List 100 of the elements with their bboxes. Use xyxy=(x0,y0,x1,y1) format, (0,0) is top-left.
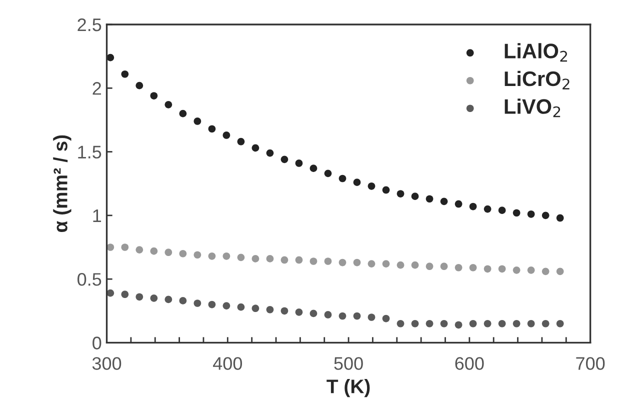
point xyxy=(310,310,318,318)
point xyxy=(498,320,506,328)
point xyxy=(440,198,448,206)
point xyxy=(338,174,346,182)
point xyxy=(426,320,434,328)
point xyxy=(324,311,332,318)
point xyxy=(194,251,202,259)
point xyxy=(440,262,448,270)
point xyxy=(194,300,202,307)
point xyxy=(136,246,144,254)
x-tick-label: 500 xyxy=(334,357,363,370)
point xyxy=(179,297,187,304)
point xyxy=(512,266,520,274)
point xyxy=(368,260,376,268)
point xyxy=(484,205,492,213)
point xyxy=(121,290,129,298)
point xyxy=(353,312,361,320)
point xyxy=(469,320,477,328)
point xyxy=(164,101,172,108)
point xyxy=(252,304,260,312)
point xyxy=(411,320,419,328)
point xyxy=(353,258,361,266)
point xyxy=(266,255,274,262)
point xyxy=(382,260,390,268)
point xyxy=(484,265,492,273)
point xyxy=(498,265,506,273)
x-tick-label: 600 xyxy=(455,357,484,370)
y-tick-label: 1 xyxy=(93,210,102,222)
point xyxy=(280,307,288,315)
point xyxy=(396,261,404,269)
point xyxy=(368,314,376,321)
y-axis-title: α (mm² / s) xyxy=(53,135,72,232)
point xyxy=(208,300,216,308)
point xyxy=(382,314,390,322)
point xyxy=(368,182,376,190)
y-tick-label: 0 xyxy=(92,336,102,350)
point xyxy=(106,289,114,297)
point xyxy=(150,294,158,302)
point xyxy=(556,268,564,276)
point xyxy=(179,110,187,118)
point xyxy=(484,320,492,328)
point xyxy=(194,118,202,125)
legend-label: LiAlO$_{2}$ xyxy=(504,43,568,62)
y-tick-label: 2 xyxy=(92,82,101,95)
point xyxy=(237,138,245,146)
point xyxy=(396,190,404,198)
point xyxy=(106,244,114,251)
legend-label: LiVO$_{2}$ xyxy=(504,98,560,118)
point xyxy=(252,255,260,262)
point xyxy=(266,306,274,314)
point xyxy=(295,160,303,167)
point xyxy=(426,195,434,203)
point xyxy=(121,70,129,78)
point xyxy=(527,320,535,328)
point xyxy=(164,248,172,256)
y-tick-label: 0.5 xyxy=(78,273,102,286)
point xyxy=(353,178,361,186)
point xyxy=(179,250,187,258)
point xyxy=(527,266,535,274)
point xyxy=(208,125,216,133)
point xyxy=(382,186,390,194)
point xyxy=(324,170,332,178)
y-tick-label: 1.5 xyxy=(78,146,102,158)
point xyxy=(454,264,462,272)
point xyxy=(469,264,477,272)
point xyxy=(556,214,564,222)
point xyxy=(324,258,332,265)
x-tick-label: 700 xyxy=(576,357,605,370)
point xyxy=(164,296,172,304)
point xyxy=(208,252,216,260)
x-tick-label: 400 xyxy=(213,357,242,370)
point xyxy=(556,320,564,328)
point xyxy=(310,164,318,172)
point xyxy=(121,244,129,251)
point xyxy=(512,320,520,328)
point xyxy=(222,302,230,310)
point xyxy=(280,156,288,164)
point xyxy=(310,258,318,265)
x-tick-label: 300 xyxy=(92,357,122,370)
point xyxy=(222,252,230,260)
point xyxy=(411,192,419,200)
point xyxy=(454,321,462,329)
point xyxy=(222,132,230,139)
x-axis-title: T (K) xyxy=(326,378,370,398)
point xyxy=(136,82,144,90)
point xyxy=(411,261,419,269)
point xyxy=(396,320,404,328)
point xyxy=(542,268,550,276)
point xyxy=(280,256,288,264)
point xyxy=(542,212,550,220)
point xyxy=(237,303,245,311)
point xyxy=(498,206,506,214)
point xyxy=(469,202,477,210)
legend-label: LiCrO$_{2}$ xyxy=(504,70,570,90)
point xyxy=(266,149,274,157)
point xyxy=(150,247,158,255)
point xyxy=(252,144,260,152)
point xyxy=(426,262,434,270)
point xyxy=(512,209,520,217)
point xyxy=(295,308,303,316)
